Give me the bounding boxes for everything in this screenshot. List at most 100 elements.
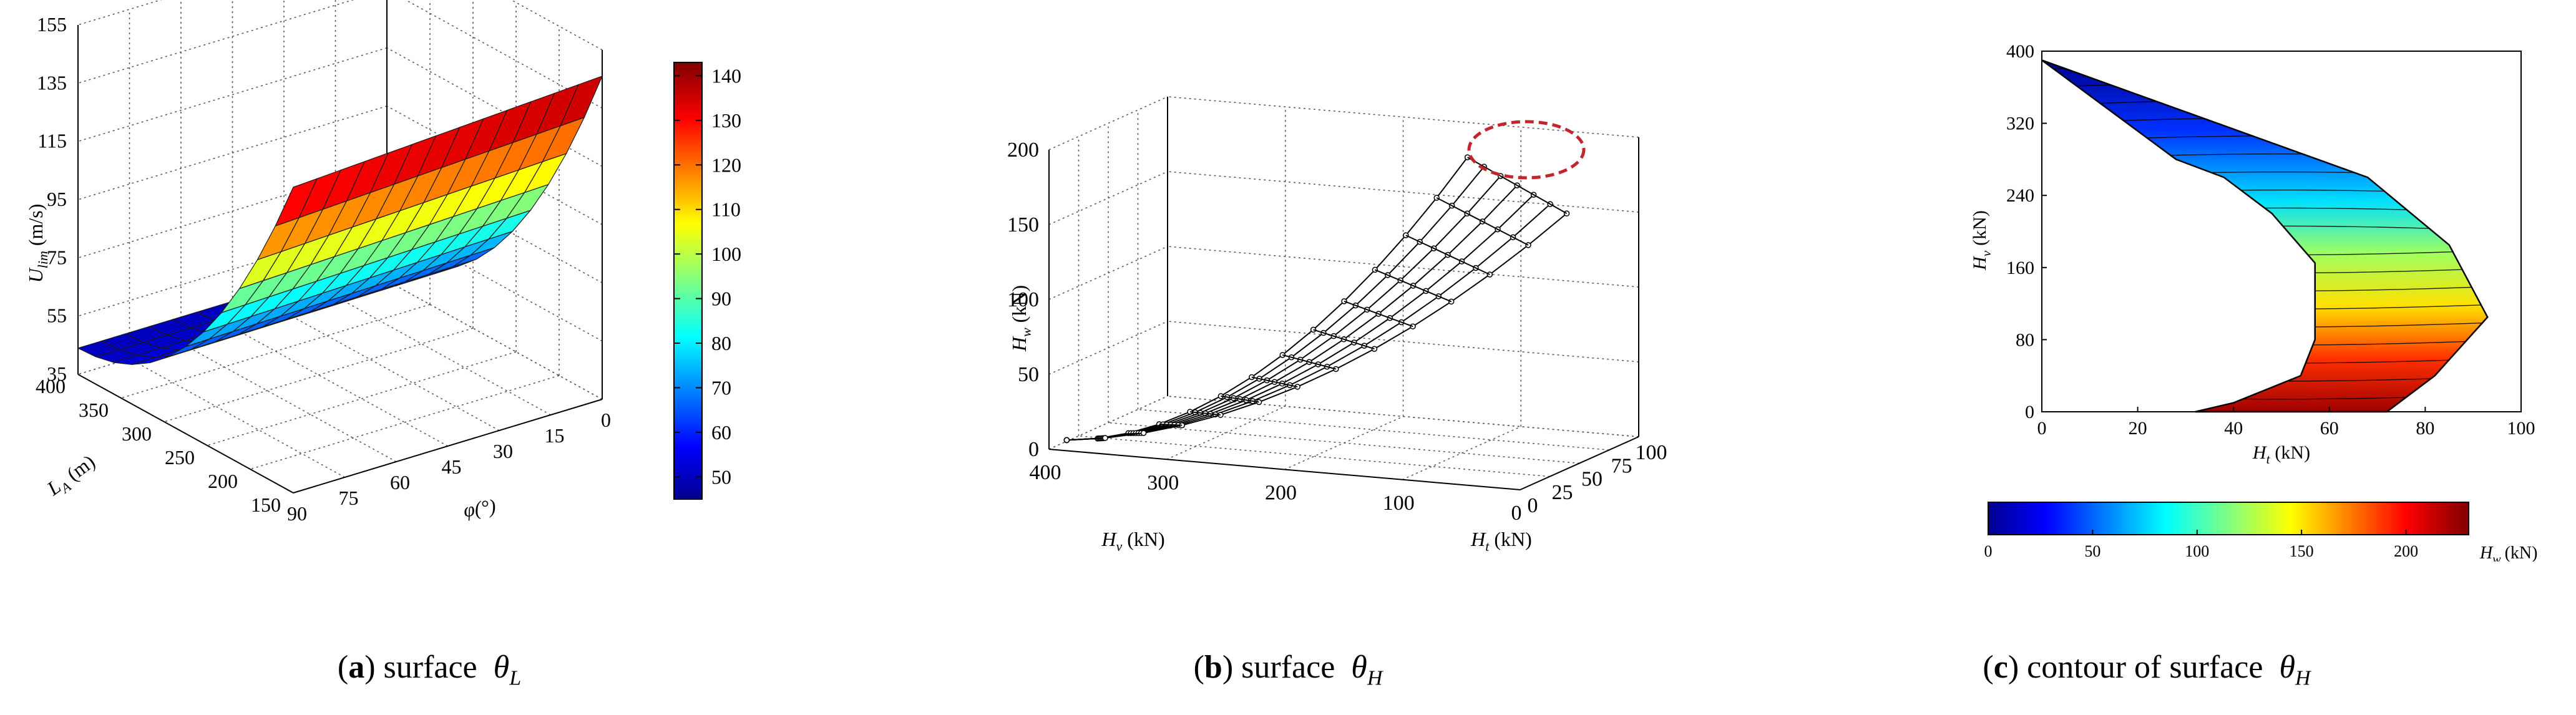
x-tick-label: 45 bbox=[442, 455, 462, 478]
wire-cross-line bbox=[1221, 395, 1259, 403]
x-tick-label: 30 bbox=[493, 440, 513, 462]
axis-edge bbox=[1520, 436, 1639, 490]
grid-line bbox=[1167, 246, 1639, 288]
wire-cross-line bbox=[1436, 197, 1529, 246]
grid-line bbox=[1402, 426, 1521, 480]
wire-line bbox=[1066, 185, 1518, 441]
chart-b-highlight-ellipse bbox=[1467, 120, 1586, 180]
wire-cross-line bbox=[1375, 269, 1452, 303]
z-tick-label: 95 bbox=[47, 188, 67, 210]
grid-line bbox=[386, 280, 603, 400]
grid-line bbox=[1048, 96, 1168, 150]
wire-node bbox=[1102, 435, 1108, 441]
chart-a-ticks: 35 55 75 95 115 135 155 150 200 250 300 350 400 0 15 30… bbox=[36, 13, 611, 525]
chart-c-colorbar bbox=[1988, 502, 2469, 535]
colorbar-tick-label: 70 bbox=[711, 376, 731, 399]
y-tick-label: 320 bbox=[2006, 114, 2034, 134]
wire-line bbox=[1066, 203, 1551, 441]
chart-c-contour-region bbox=[2041, 59, 2489, 413]
wire-cross-line bbox=[1251, 376, 1298, 387]
y-tick-label: 100 bbox=[1383, 492, 1415, 515]
y-tick-label: 400 bbox=[2006, 41, 2034, 62]
z-tick-label: 55 bbox=[47, 304, 67, 327]
grid-line bbox=[77, 221, 388, 317]
grid-line bbox=[77, 163, 388, 259]
x-tick-label: 25 bbox=[1552, 481, 1573, 504]
grid-line bbox=[1048, 321, 1168, 375]
z-tick-label: 35 bbox=[47, 362, 67, 385]
grid-line bbox=[510, 0, 603, 51]
grid-line bbox=[129, 358, 345, 478]
wire-node bbox=[1063, 437, 1070, 444]
y-tick-label: 350 bbox=[79, 399, 109, 421]
colorbar-tick-label: 140 bbox=[711, 64, 741, 87]
chart-b-xlabel: Ht (kN) bbox=[1470, 528, 1532, 554]
wire-cross-line bbox=[1344, 300, 1413, 328]
wire-node bbox=[1333, 366, 1339, 372]
chart-a-colorbar-ticks: 50 60 70 80 90 100 110 120 130 140 bbox=[674, 64, 741, 488]
chart-c-colorbar-label: Hw (kN) bbox=[2479, 543, 2537, 562]
grid-line bbox=[163, 328, 474, 422]
wire-cross-line bbox=[1313, 329, 1375, 350]
wire-line bbox=[1066, 213, 1568, 441]
chart-c-xlabel: Ht (kN) bbox=[2252, 442, 2310, 467]
grid-line bbox=[250, 375, 560, 470]
colorbar-tick-label: 60 bbox=[711, 421, 731, 444]
grid-line bbox=[232, 327, 448, 447]
caption-c: (c) contour of surface θH bbox=[1983, 649, 2311, 690]
x-tick-label: 100 bbox=[2507, 418, 2535, 439]
z-tick-label: 200 bbox=[1007, 139, 1039, 162]
grid-line bbox=[1284, 416, 1403, 470]
grid-line bbox=[335, 296, 551, 416]
y-tick-label: 300 bbox=[122, 422, 152, 445]
caption-a: (a) surface θL bbox=[337, 649, 522, 690]
y-tick-label: 80 bbox=[2016, 329, 2034, 350]
wire-node bbox=[1310, 326, 1317, 333]
chart-b-zlabel: Hw(kN) bbox=[1008, 285, 1034, 352]
wire-cross-line bbox=[1405, 235, 1490, 275]
chart-b-ylabel: Hv (kN) bbox=[1101, 528, 1164, 554]
wire-line bbox=[1066, 175, 1501, 441]
y-tick-label: 160 bbox=[2006, 258, 2034, 278]
surface-patch bbox=[560, 75, 603, 127]
grid-line bbox=[77, 0, 354, 84]
chart-c-ylabel: Hv(kN) bbox=[1969, 210, 1994, 271]
z-tick-label: 155 bbox=[37, 13, 67, 36]
z-tick-label: 135 bbox=[37, 71, 67, 94]
colorbar-tick-label: 0 bbox=[1984, 542, 1993, 560]
grid-line bbox=[120, 304, 431, 399]
caption-b: (b) surface θH bbox=[1193, 649, 1383, 690]
y-tick-label: 240 bbox=[2006, 185, 2034, 206]
grid-line bbox=[1048, 171, 1168, 225]
y-tick-label: 400 bbox=[1030, 461, 1061, 484]
grid-line bbox=[1167, 321, 1639, 362]
z-tick-label: 100 bbox=[1007, 288, 1039, 311]
colorbar-tick-label: 50 bbox=[2084, 542, 2100, 560]
chart-b-grid bbox=[1048, 96, 1639, 490]
grid-line bbox=[386, 105, 603, 225]
grid-line bbox=[1167, 171, 1639, 213]
chart-a-surface: 35 55 75 95 115 135 155 150 200 250 300 350 400 0 15 30… bbox=[24, 0, 741, 525]
y-tick-label: 400 bbox=[36, 375, 66, 397]
x-tick-label: 75 bbox=[339, 487, 359, 509]
x-tick-label: 40 bbox=[2224, 418, 2243, 439]
axis-edge bbox=[293, 399, 603, 494]
colorbar-tick-label: 90 bbox=[711, 288, 731, 310]
grid-line bbox=[1167, 396, 1639, 437]
y-tick-label: 200 bbox=[1265, 482, 1297, 505]
grid-line bbox=[404, 0, 603, 109]
x-tick-label: 60 bbox=[390, 471, 410, 494]
grid-line bbox=[77, 105, 388, 200]
x-tick-label: 80 bbox=[2416, 418, 2434, 439]
y-tick-label: 0 bbox=[2025, 402, 2034, 422]
y-tick-label: 300 bbox=[1147, 471, 1179, 494]
wire-line bbox=[1066, 166, 1485, 441]
colorbar-tick-label: 130 bbox=[711, 109, 741, 132]
grid-line bbox=[77, 47, 388, 142]
colorbar-tick-label: 120 bbox=[711, 153, 741, 176]
chart-c-contour: 0 20 40 60 80 100 0 80 160 240 320 400 Hv(kN) Ht (kN… bbox=[1969, 41, 2537, 562]
x-tick-label: 100 bbox=[1636, 441, 1667, 464]
colorbar-tick-label: 100 bbox=[711, 243, 741, 265]
